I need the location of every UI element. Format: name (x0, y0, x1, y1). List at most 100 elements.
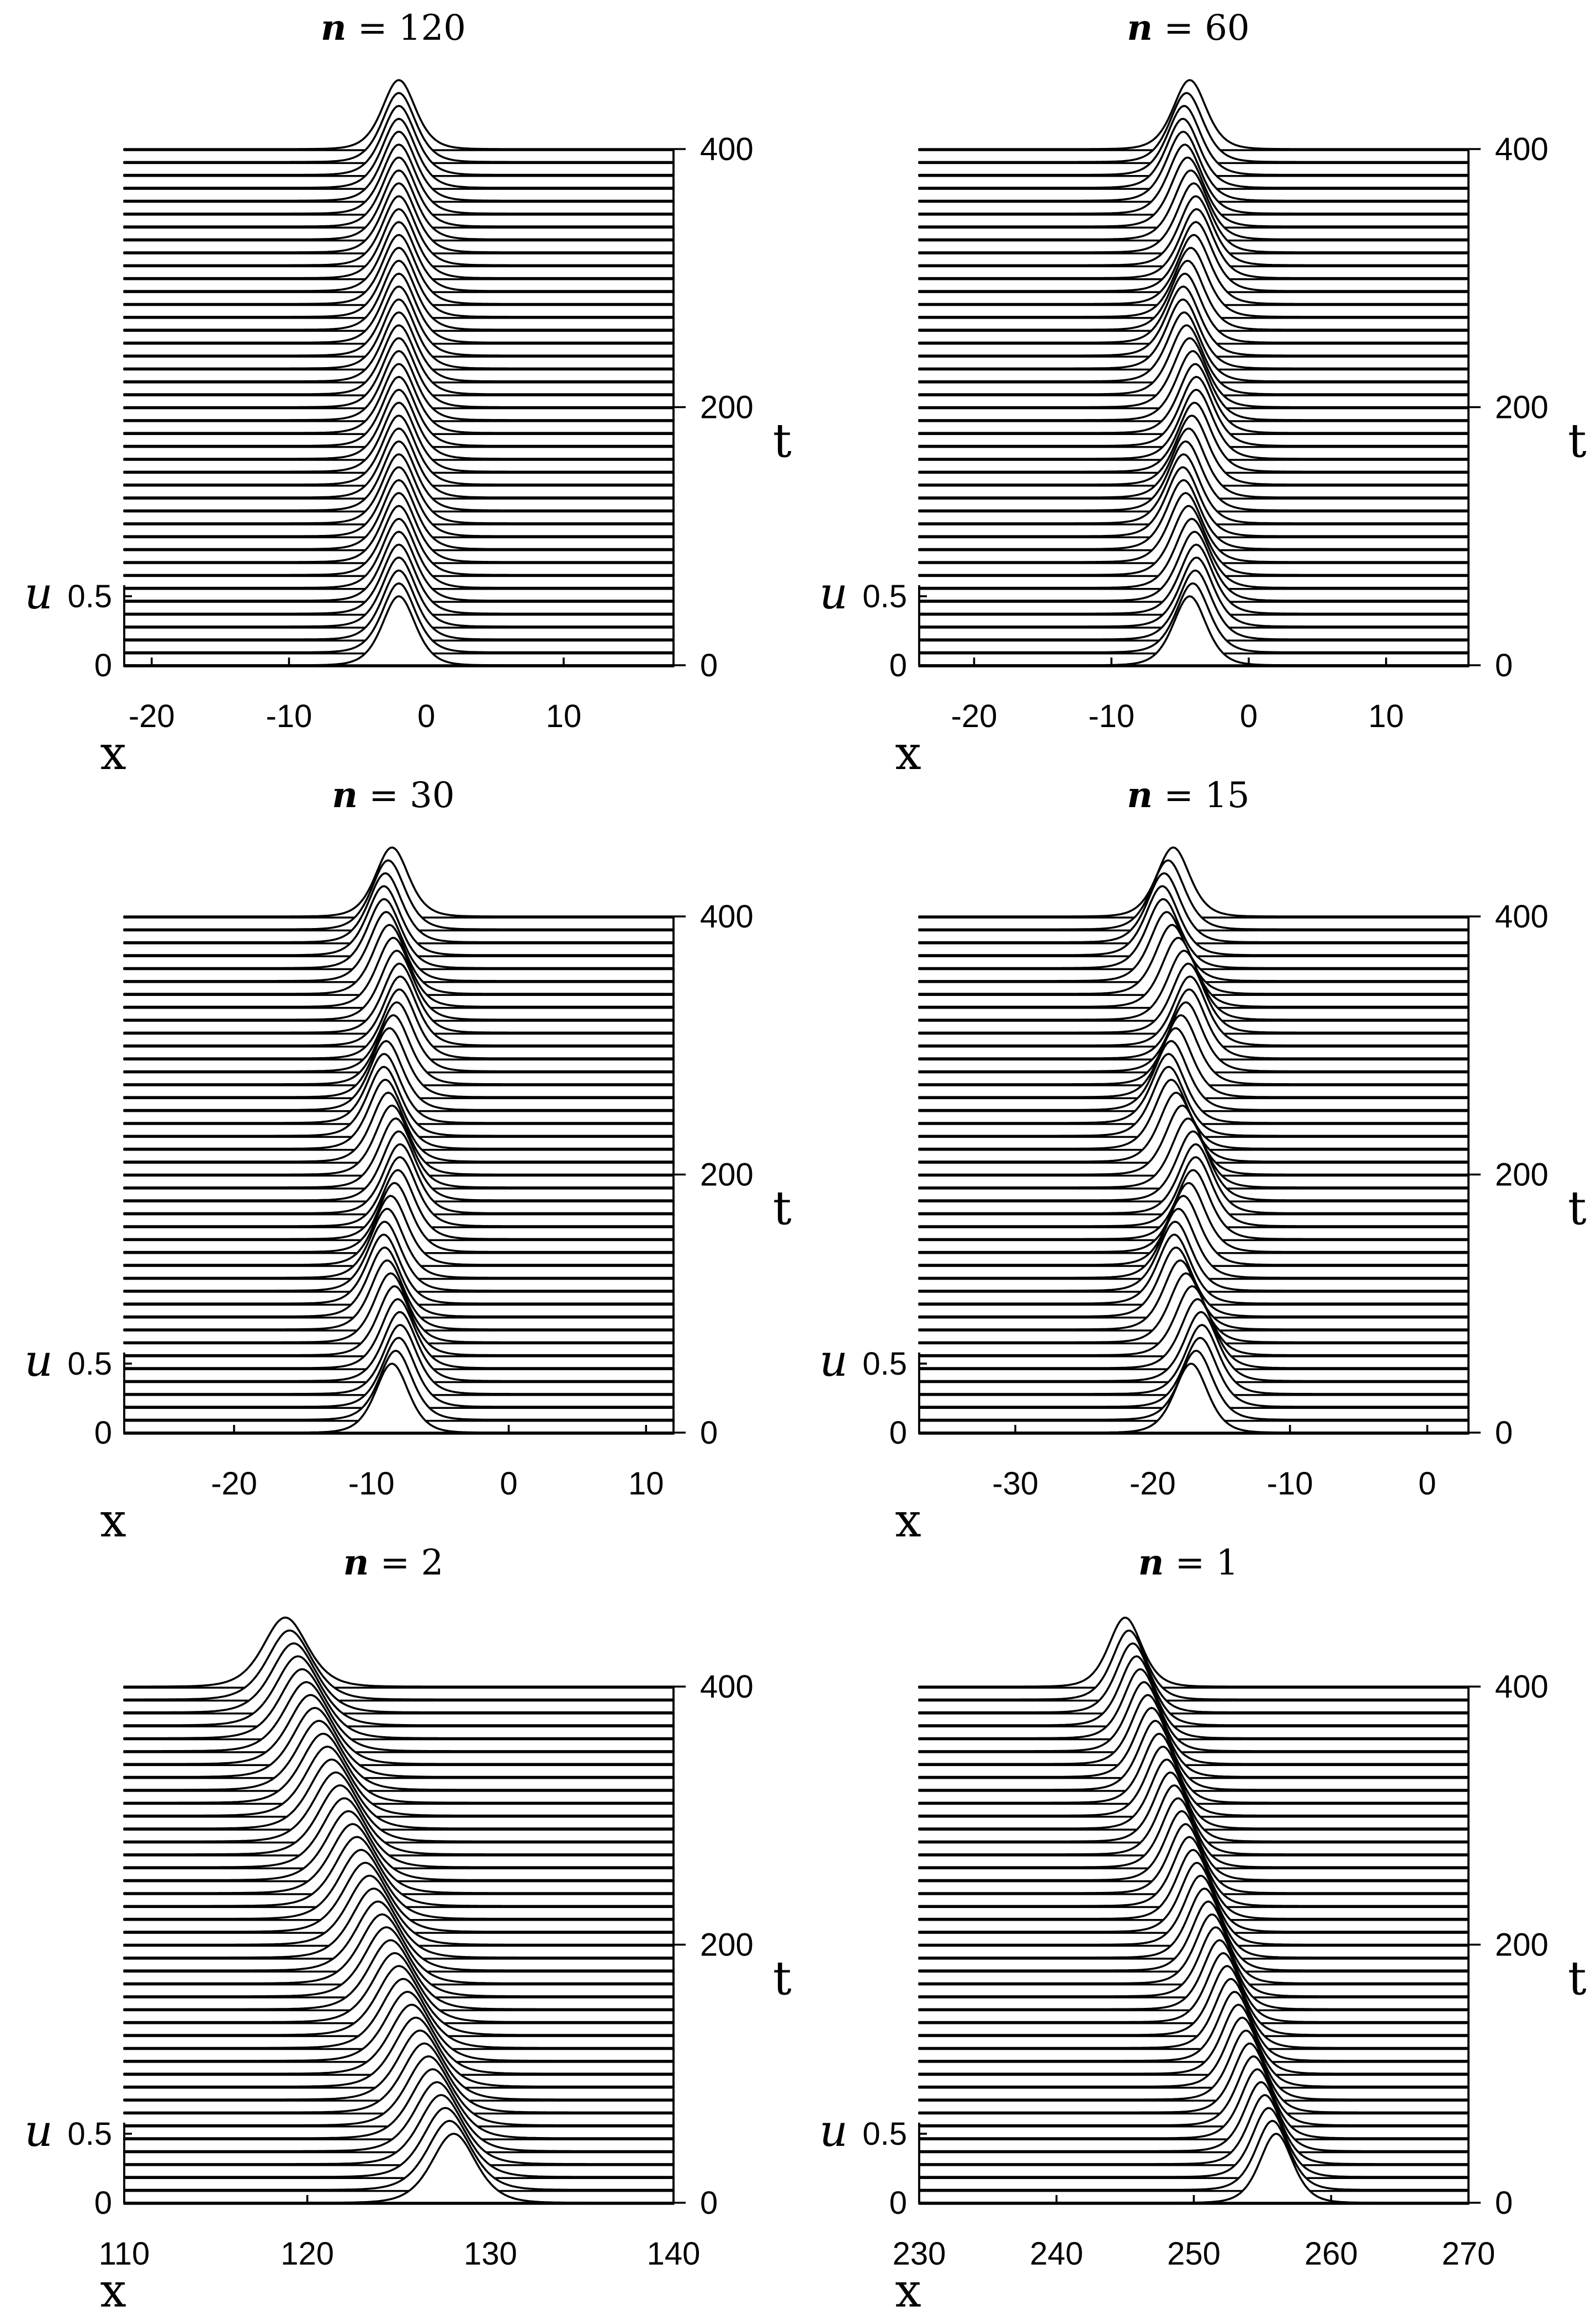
trace-t-300 (123, 1746, 675, 1818)
t-tick-label: 400 (1495, 131, 1549, 167)
u-tick-label: 0 (94, 1415, 112, 1451)
trace-t-50 (123, 2068, 675, 2140)
t-tick-label: 0 (700, 648, 718, 683)
u-axis-label: u (24, 568, 53, 619)
t-axis-label: t (773, 1952, 792, 2006)
x-tick-label: 260 (1305, 2236, 1358, 2272)
trace-t-400 (918, 1616, 1470, 1689)
title-value: 60 (1205, 8, 1249, 49)
trace-t-350 (918, 1681, 1470, 1753)
trace-t-0 (123, 595, 675, 667)
panel-1: n = 60 0 200 400 t -20 -10 0 10 x 0 0.5 u (819, 7, 1587, 780)
trace-t-10 (123, 2119, 675, 2192)
panel-title: n = 1 (1138, 1542, 1239, 1583)
x-tick-label: 240 (1030, 2236, 1083, 2272)
title-equals: = (347, 8, 399, 49)
trace-t-40 (123, 2081, 675, 2154)
trace-t-220 (123, 1849, 675, 1921)
x-axis-label: x (895, 726, 921, 780)
trace-t-100 (918, 2003, 1470, 2076)
panel-2: n = 30 0 200 400 t -20 -10 0 10 x 0 0.5 u (24, 775, 792, 1547)
t-tick-label: 200 (700, 390, 754, 426)
x-axis-label: x (100, 726, 126, 780)
trace-t-0 (918, 1363, 1470, 1435)
trace-t-270 (918, 1784, 1470, 1857)
panel-3: n = 15 0 200 400 t -30 -20 -10 0 x 0 0.5 u (819, 775, 1587, 1547)
trace-t-240 (123, 1823, 675, 1895)
title-variable: n (1127, 7, 1153, 49)
t-tick-label: 200 (1495, 1157, 1549, 1193)
trace-t-360 (123, 1668, 675, 1741)
trace-t-250 (918, 1040, 1470, 1112)
t-tick-label: 0 (700, 2185, 718, 2221)
x-tick-label: 140 (647, 2236, 701, 2272)
trace-t-260 (918, 1027, 1470, 1100)
t-tick-label: 400 (1495, 899, 1549, 935)
x-tick-label: 0 (500, 1466, 517, 1502)
x-axis-label: x (895, 1493, 921, 1547)
trace-t-90 (123, 2016, 675, 2089)
title-equals: = (1153, 775, 1205, 816)
trace-t-100 (918, 1233, 1470, 1306)
title-value: 2 (421, 1542, 444, 1583)
title-value: 30 (410, 775, 454, 816)
trace-t-310 (918, 1732, 1470, 1805)
traces (918, 1616, 1470, 2205)
x-tick-label: -20 (1130, 1466, 1176, 1502)
trace-t-270 (123, 1784, 675, 1857)
t-axis-label: t (1568, 414, 1587, 468)
traces (123, 1616, 675, 2205)
x-tick-label: 270 (1442, 2236, 1496, 2272)
panel-title: n = 60 (1127, 7, 1249, 49)
trace-t-390 (123, 1629, 675, 1702)
title-value: 15 (1205, 775, 1249, 816)
x-tick-label: -10 (348, 1466, 395, 1502)
trace-t-360 (918, 898, 1470, 971)
trace-t-390 (918, 859, 1470, 932)
u-tick-label: 0.5 (862, 2116, 907, 2152)
trace-t-70 (123, 2042, 675, 2115)
title-variable: n (343, 1542, 369, 1583)
traces (918, 79, 1470, 667)
trace-t-190 (123, 1888, 675, 1960)
u-axis-label: u (24, 1335, 53, 1386)
panel-4: n = 2 0 200 400 t 110 120 130 140 x 0 0.5 u (24, 1542, 792, 2318)
trace-t-140 (918, 1952, 1470, 2024)
trace-t-350 (123, 1681, 675, 1753)
trace-t-360 (918, 1668, 1470, 1741)
trace-t-0 (123, 1363, 675, 1435)
trace-t-70 (918, 2042, 1470, 2115)
x-tick-label: 0 (417, 698, 435, 734)
t-tick-label: 200 (1495, 390, 1549, 426)
trace-t-240 (918, 1053, 1470, 1125)
trace-t-400 (123, 1616, 675, 1689)
t-tick-label: 0 (700, 1415, 718, 1451)
traces (123, 846, 675, 1435)
trace-t-320 (123, 1720, 675, 1792)
x-tick-label: 10 (1368, 698, 1404, 734)
trace-t-370 (918, 885, 1470, 957)
x-axis-label: x (100, 1493, 126, 1547)
trace-t-60 (918, 2055, 1470, 2128)
x-tick-label: 0 (1418, 1466, 1436, 1502)
t-tick-label: 400 (1495, 1669, 1549, 1705)
trace-t-320 (918, 1720, 1470, 1792)
trace-t-50 (918, 2068, 1470, 2140)
title-equals: = (358, 775, 410, 816)
u-tick-label: 0 (94, 2185, 112, 2221)
trace-t-330 (918, 1706, 1470, 1779)
trace-t-30 (918, 2094, 1470, 2166)
panel-title: n = 15 (1127, 775, 1249, 816)
x-tick-label: -10 (1267, 1466, 1313, 1502)
trace-t-380 (918, 1642, 1470, 1715)
trace-t-120 (918, 1978, 1470, 2050)
t-tick-label: 0 (1495, 2185, 1513, 2221)
trace-t-20 (123, 2107, 675, 2180)
trace-t-0 (918, 2133, 1470, 2205)
trace-t-110 (918, 1991, 1470, 2063)
trace-t-400 (918, 846, 1470, 919)
x-tick-label: -10 (266, 698, 312, 734)
u-axis-label: u (24, 2105, 53, 2156)
t-tick-label: 200 (700, 1157, 754, 1193)
